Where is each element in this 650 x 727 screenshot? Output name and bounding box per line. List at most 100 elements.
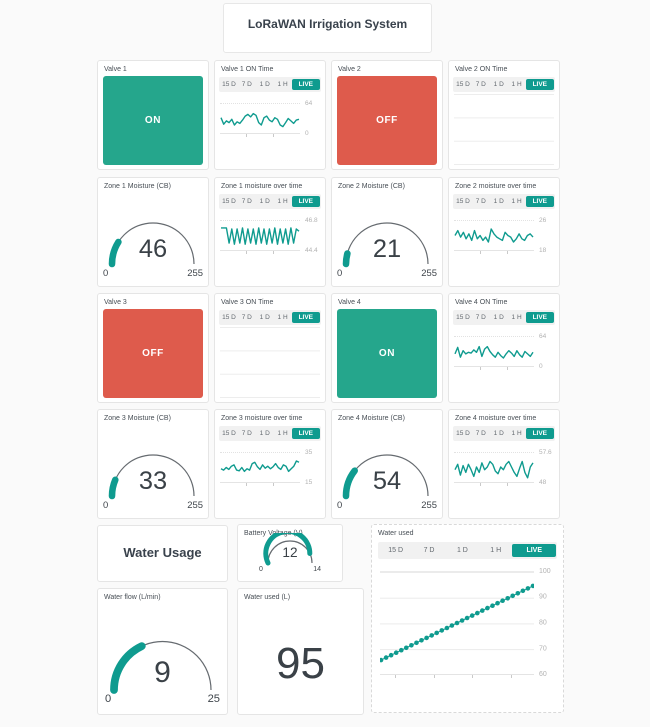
gauge-min: 0 <box>103 499 109 510</box>
range-7d-button[interactable]: 7 D <box>475 81 486 88</box>
range-15d-button[interactable]: 15 D <box>222 430 236 437</box>
live-button[interactable]: LIVE <box>291 79 321 90</box>
range-1h-button[interactable]: 1 H <box>511 81 522 88</box>
gauge-scale: 0 255 <box>337 499 437 510</box>
range-1d-button[interactable]: 1 D <box>259 198 270 205</box>
y-axis-label-top: 64 <box>305 100 313 107</box>
valve-1-on-time-panel: Valve 1 ON Time 15 D 7 D 1 D 1 H LIVE 64… <box>214 60 326 170</box>
panel-title: Valve 4 <box>338 299 361 306</box>
zone-2-moisture-gauge-panel: Zone 2 Moisture (CB) 21 0 255 <box>331 177 443 287</box>
y-axis-label: 60 <box>539 671 547 678</box>
range-1h-button[interactable]: 1 H <box>277 81 288 88</box>
gauge-max: 14 <box>313 566 321 573</box>
gauge: 46 0 255 <box>103 192 203 280</box>
range-1d-button[interactable]: 1 D <box>259 81 270 88</box>
range-1d-button[interactable]: 1 D <box>493 198 504 205</box>
y-axis: 57.6 48 <box>534 449 556 486</box>
range-15d-button[interactable]: 15 D <box>456 430 470 437</box>
valve-2-toggle-button[interactable]: OFF <box>337 76 437 165</box>
range-15d-button[interactable]: 15 D <box>456 198 470 205</box>
dashboard-title-card: LoRaWAN Irrigation System <box>223 3 432 53</box>
panel-title: Water flow (L/min) <box>104 594 161 601</box>
live-button[interactable]: LIVE <box>512 544 556 557</box>
panel-title: Valve 1 <box>104 66 127 73</box>
range-1h-button[interactable]: 1 H <box>511 430 522 437</box>
valve-2-panel: Valve 2 OFF <box>331 60 443 170</box>
range-15d-button[interactable]: 15 D <box>388 547 404 554</box>
range-15d-button[interactable]: 15 D <box>456 314 470 321</box>
range-7d-button[interactable]: 7 D <box>241 314 252 321</box>
valve-4-toggle-button[interactable]: ON <box>337 309 437 398</box>
chart-plot <box>220 220 300 254</box>
range-1h-button[interactable]: 1 H <box>490 547 502 554</box>
time-range-bar: 15 D 7 D 1 D 1 H LIVE <box>453 426 555 441</box>
y-axis-label-bottom: 48 <box>539 479 547 486</box>
y-axis-label-bottom: 18 <box>539 247 547 254</box>
water-used-value: 95 <box>276 638 325 688</box>
range-1d-button[interactable]: 1 D <box>493 314 504 321</box>
live-button[interactable]: LIVE <box>291 428 321 439</box>
range-1d-button[interactable]: 1 D <box>493 81 504 88</box>
valve-3-toggle-button[interactable]: OFF <box>103 309 203 398</box>
y-axis-label: 100 <box>539 568 551 575</box>
gauge-scale: 0 255 <box>103 267 203 278</box>
range-7d-button[interactable]: 7 D <box>423 547 435 554</box>
range-1h-button[interactable]: 1 H <box>277 430 288 437</box>
gauge-scale: 0 25 <box>105 693 220 705</box>
chart-plot <box>220 452 300 486</box>
x-axis-tick <box>472 675 474 678</box>
panel-title: Valve 4 ON Time <box>455 299 508 306</box>
gauge-scale: 0 255 <box>337 267 437 278</box>
range-15d-button[interactable]: 15 D <box>456 81 470 88</box>
time-range-bar: 15 D 7 D 1 D 1 H LIVE <box>219 426 321 441</box>
live-button[interactable]: LIVE <box>525 79 555 90</box>
chart: 35 15 <box>220 449 322 486</box>
gauge-value: 33 <box>138 466 168 495</box>
empty-chart-grid <box>220 327 320 398</box>
valve-1-toggle-button[interactable]: ON <box>103 76 203 165</box>
chart-plot <box>454 452 534 486</box>
range-7d-button[interactable]: 7 D <box>241 198 252 205</box>
panel-title: Zone 2 Moisture (CB) <box>338 183 405 190</box>
chart: 64 0 <box>454 333 556 370</box>
range-1d-button[interactable]: 1 D <box>259 430 270 437</box>
range-15d-button[interactable]: 15 D <box>222 81 236 88</box>
range-15d-button[interactable]: 15 D <box>222 314 236 321</box>
live-button[interactable]: LIVE <box>525 428 555 439</box>
live-button[interactable]: LIVE <box>291 196 321 207</box>
page-title: LoRaWAN Irrigation System <box>247 17 408 31</box>
range-7d-button[interactable]: 7 D <box>475 198 486 205</box>
y-axis: 64 0 <box>534 333 556 370</box>
panel-title: Zone 4 Moisture (CB) <box>338 415 405 422</box>
time-range-bar: 15 D 7 D 1 D 1 H LIVE <box>453 310 555 325</box>
gauge: 21 0 255 <box>337 192 437 280</box>
y-axis-label-top: 26 <box>539 217 547 224</box>
gauge: 54 0 255 <box>337 424 437 512</box>
y-axis-label: 90 <box>539 593 547 601</box>
range-1d-button[interactable]: 1 D <box>493 430 504 437</box>
range-7d-button[interactable]: 7 D <box>241 430 252 437</box>
live-button[interactable]: LIVE <box>525 312 555 323</box>
valve-4-on-time-panel: Valve 4 ON Time 15 D 7 D 1 D 1 H LIVE 64… <box>448 293 560 403</box>
panel-title: Valve 2 ON Time <box>455 66 508 73</box>
chart: 46.8 44.4 <box>220 217 322 254</box>
range-1d-button[interactable]: 1 D <box>456 547 468 554</box>
section-title: Water Usage <box>123 545 202 560</box>
live-button[interactable]: LIVE <box>525 196 555 207</box>
range-1h-button[interactable]: 1 H <box>277 314 288 321</box>
water-flow-gauge-panel: Water flow (L/min) 9 0 25 <box>97 588 228 715</box>
range-15d-button[interactable]: 15 D <box>222 198 236 205</box>
range-1d-button[interactable]: 1 D <box>259 314 270 321</box>
panel-title: Valve 1 ON Time <box>221 66 274 73</box>
zone-3-moisture-gauge-panel: Zone 3 Moisture (CB) 33 0 255 <box>97 409 209 519</box>
range-7d-button[interactable]: 7 D <box>475 430 486 437</box>
panel-title: Valve 3 <box>104 299 127 306</box>
range-7d-button[interactable]: 7 D <box>241 81 252 88</box>
range-7d-button[interactable]: 7 D <box>475 314 486 321</box>
range-1h-button[interactable]: 1 H <box>277 198 288 205</box>
live-button[interactable]: LIVE <box>291 312 321 323</box>
range-1h-button[interactable]: 1 H <box>511 198 522 205</box>
zone-4-moisture-chart-panel: Zone 4 moisture over time 15 D 7 D 1 D 1… <box>448 409 560 519</box>
gauge-min: 0 <box>259 566 263 573</box>
range-1h-button[interactable]: 1 H <box>511 314 522 321</box>
